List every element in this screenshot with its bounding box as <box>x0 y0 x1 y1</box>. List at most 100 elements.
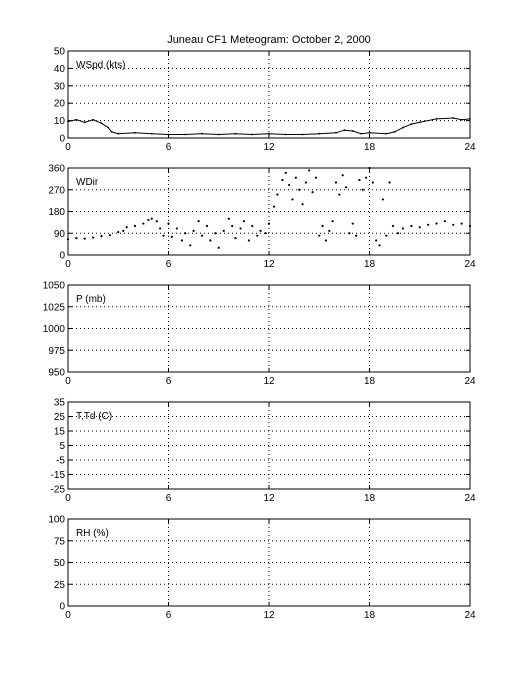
panel-2: 0 6 12 18 24 0 90 180 270 360 WDir <box>48 164 476 271</box>
data-point <box>272 205 276 208</box>
data-point <box>83 237 86 240</box>
data-point <box>355 234 358 237</box>
x-tick-label: 18 <box>364 142 376 153</box>
data-point <box>201 132 203 135</box>
data-point <box>343 129 346 132</box>
data-point <box>214 232 217 235</box>
axis-label: WDir <box>76 177 99 188</box>
data-point <box>351 130 354 132</box>
panel-5: 0 6 12 18 24 0 25 50 75 100 RH (%) <box>48 515 476 622</box>
y-tick-label: 25 <box>54 412 66 423</box>
x-tick-label: 24 <box>464 493 476 504</box>
data-point <box>358 178 361 182</box>
data-point <box>284 133 287 136</box>
data-point <box>378 244 381 247</box>
data-point <box>276 193 279 196</box>
data-point <box>134 131 136 134</box>
data-point <box>231 224 234 228</box>
data-point <box>150 217 153 220</box>
data-point <box>200 234 204 237</box>
data-point <box>298 188 301 191</box>
data-point <box>227 217 230 220</box>
y-tick-label: -25 <box>51 485 66 496</box>
data-point <box>197 220 200 223</box>
y-tick-label: 5 <box>59 441 65 452</box>
data-point <box>256 234 259 237</box>
x-tick-label: 6 <box>166 376 172 387</box>
data-point <box>217 133 220 136</box>
data-point <box>75 118 78 121</box>
y-tick-label: 0 <box>59 251 65 262</box>
data-point <box>393 131 396 133</box>
figure-title: Juneau CF1 Meteogram: October 2, 2000 <box>167 34 371 46</box>
data-point <box>175 227 178 230</box>
data-point <box>301 133 304 136</box>
data-point <box>341 174 344 177</box>
y-tick-label: 40 <box>54 64 66 75</box>
data-point <box>361 188 364 191</box>
data-point <box>184 133 187 136</box>
data-point <box>388 181 391 184</box>
data-point <box>92 236 95 239</box>
data-point <box>125 226 128 229</box>
data-point <box>234 132 237 135</box>
data-point <box>167 222 170 225</box>
data-point <box>311 191 314 194</box>
x-tick-label: 18 <box>364 259 376 270</box>
x-tick-label: 6 <box>166 259 172 270</box>
data-point <box>291 198 294 201</box>
x-tick-label: 12 <box>263 493 275 504</box>
data-point <box>443 220 446 223</box>
data-point <box>75 236 78 240</box>
x-tick-label: 0 <box>65 493 71 504</box>
data-point <box>267 222 271 225</box>
data-point <box>205 224 209 228</box>
data-point <box>100 122 103 125</box>
data-point <box>344 186 348 189</box>
x-tick-label: 18 <box>364 610 376 621</box>
data-point <box>301 203 304 206</box>
y-tick-label: 50 <box>54 47 66 58</box>
x-tick-label: 0 <box>65 610 71 621</box>
data-point <box>67 120 69 123</box>
data-point <box>222 229 225 232</box>
data-point <box>264 232 267 235</box>
data-point <box>100 235 103 238</box>
y-tick-label: 30 <box>54 81 66 92</box>
data-point <box>284 171 287 174</box>
data-point <box>92 118 95 121</box>
data-point <box>435 222 438 225</box>
y-tick-label: 100 <box>48 515 65 526</box>
data-point <box>324 239 328 242</box>
data-point <box>217 246 220 249</box>
data-point <box>385 234 388 237</box>
data-point <box>452 117 455 119</box>
y-tick-label: 20 <box>54 99 66 110</box>
x-tick-label: 12 <box>263 259 275 270</box>
panel-1: 0 6 12 18 24 0 10 20 30 40 50 WSpd (kts) <box>54 47 476 154</box>
axis-label: RH (%) <box>76 528 109 539</box>
data-point <box>83 121 86 124</box>
panel-4: 0 6 12 18 24 -25 -15 -5 5 15 25 35 T,Td (C) <box>51 398 476 505</box>
data-point <box>281 178 284 182</box>
data-point <box>391 224 395 228</box>
x-tick-label: 18 <box>364 376 376 387</box>
data-point <box>331 220 334 223</box>
data-point <box>410 224 413 228</box>
data-point <box>155 220 158 223</box>
data-point <box>338 193 341 196</box>
y-tick-label: 25 <box>54 580 66 591</box>
data-point <box>239 227 242 230</box>
data-point <box>294 176 297 179</box>
data-point <box>159 227 162 230</box>
data-point <box>247 239 250 242</box>
data-point <box>150 132 153 135</box>
data-point <box>122 229 125 232</box>
data-point <box>142 222 145 225</box>
data-point <box>189 244 192 247</box>
y-tick-label: 10 <box>54 116 66 127</box>
data-point <box>401 227 405 230</box>
data-point <box>147 218 150 222</box>
